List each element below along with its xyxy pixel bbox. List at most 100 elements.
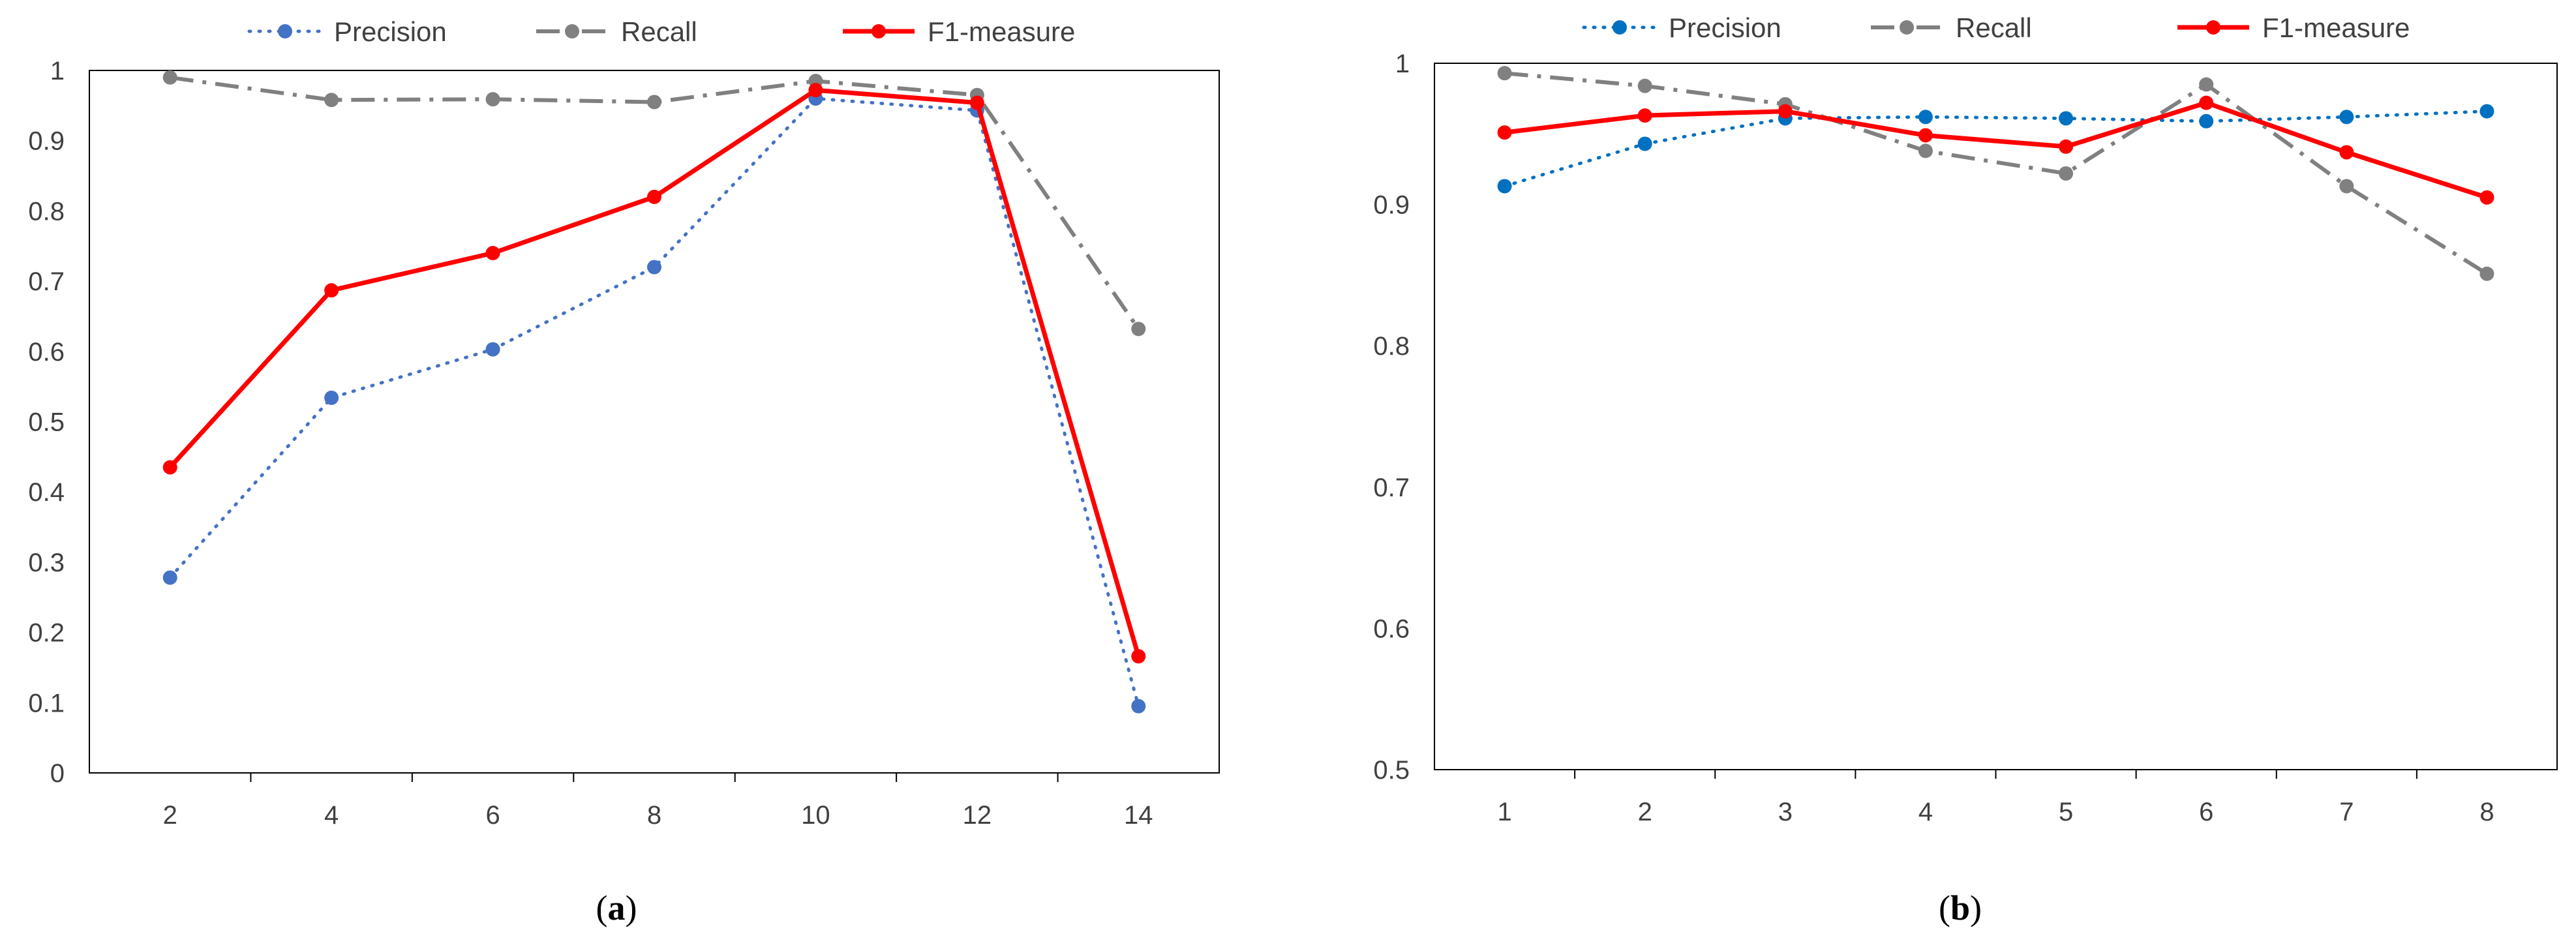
series-line-f1-measure [1504, 100, 2488, 200]
data-point-f1-measure [324, 283, 339, 298]
chart-panel-b: 1 2 3 4 5 6 7 8 0.5 0.6 0.7 0.8 0.9 1 Precision Recall F… [1373, 12, 2558, 927]
data-point-precision [2339, 110, 2354, 125]
y-tick-label: 0.9 [1373, 191, 1410, 220]
y-tick-label: 0.8 [28, 197, 65, 226]
x-tick-label: 12 [963, 801, 992, 830]
caption-close: ) [626, 888, 637, 927]
y-tick-label: 0.9 [28, 127, 65, 156]
data-point-precision [647, 260, 661, 275]
y-tick-label: 0.3 [28, 549, 65, 577]
x-tick-label: 4 [324, 801, 339, 830]
series-line-precision [1503, 110, 2489, 188]
y-tick-label: 1 [50, 57, 65, 85]
data-point-f1-measure [2479, 190, 2494, 205]
plot-frame [1434, 63, 2558, 770]
legend-label: F1-measure [928, 16, 1075, 47]
data-point-f1-measure [2059, 139, 2074, 154]
x-tick-label: 1 [1497, 798, 1511, 826]
data-point-precision [1131, 699, 1146, 714]
chart-panel-a: 2 4 6 8 10 12 14 0 0.1 0.2 0.3 0.4 0.5 0.6 0.7 0.8 0.9 1 P… [28, 16, 1220, 927]
data-point-recall [1918, 143, 1933, 158]
legend-key-marker [2206, 20, 2220, 35]
y-tick-label: 0.7 [28, 267, 65, 296]
data-point-precision [1637, 136, 1652, 151]
series-line-recall [1504, 71, 2488, 276]
data-point-precision [2059, 111, 2074, 126]
plot-frame [89, 70, 1220, 774]
y-tick-label: 0.2 [28, 619, 65, 648]
x-tick-label: 10 [801, 801, 830, 830]
data-point-f1-measure [2339, 145, 2354, 160]
x-tick-label: 14 [1124, 801, 1153, 830]
data-point-recall [2479, 266, 2494, 281]
data-point-f1-measure [647, 189, 661, 204]
data-point-recall [485, 92, 500, 107]
panel-caption: (a) [596, 888, 637, 927]
caption-label: b [1950, 888, 1970, 927]
x-tick-label: 2 [163, 801, 177, 830]
y-tick-label: 0.7 [1373, 474, 1410, 502]
data-point-recall [1497, 66, 1512, 81]
data-point-recall [324, 93, 339, 108]
y-tick-label: 0 [50, 759, 65, 788]
x-tick-label: 8 [2479, 798, 2494, 826]
y-tick-label: 0.5 [1373, 756, 1410, 785]
y-tick-label: 0.5 [28, 408, 65, 437]
y-tick-label: 0.1 [28, 689, 65, 717]
data-point-f1-measure [485, 246, 500, 261]
data-point-recall [2059, 166, 2074, 181]
x-tick-label: 6 [485, 801, 500, 830]
caption-close: ) [1970, 888, 1982, 927]
data-point-f1-measure [1918, 128, 1933, 143]
data-point-precision [1497, 179, 1512, 194]
legend-key-marker [1900, 20, 1914, 35]
data-point-f1-measure [1778, 104, 1793, 119]
data-point-f1-measure [2199, 95, 2214, 110]
data-point-precision [324, 390, 339, 405]
y-tick-label: 0.8 [1373, 332, 1410, 361]
data-point-f1-measure [1637, 108, 1652, 123]
caption-open: ( [1939, 888, 1950, 927]
legend-key-marker [565, 24, 579, 38]
y-tick-label: 0.6 [1373, 614, 1410, 643]
caption-open: ( [596, 888, 608, 927]
data-point-precision [162, 570, 177, 585]
panel-caption: (b) [1939, 888, 1982, 927]
legend-key-marker [1613, 20, 1627, 35]
data-point-f1-measure [1131, 649, 1146, 664]
data-point-f1-measure [1497, 125, 1512, 140]
x-tick-label: 6 [2199, 798, 2213, 826]
y-tick-label: 0.6 [28, 338, 65, 367]
data-point-recall [647, 95, 661, 110]
y-tick-label: 1 [1395, 50, 1410, 78]
data-point-recall [1637, 78, 1652, 93]
x-tick-label: 3 [1778, 798, 1793, 826]
legend-label: Precision [1669, 12, 1781, 43]
legend-key-marker [871, 24, 886, 38]
data-point-recall [2199, 77, 2214, 92]
x-tick-label: 5 [2059, 798, 2073, 826]
data-point-precision [2479, 104, 2494, 119]
x-tick-label: 8 [647, 801, 661, 830]
legend-label: Precision [334, 16, 447, 47]
data-point-f1-measure [969, 95, 984, 110]
series-line-f1-measure [168, 87, 1141, 657]
x-tick-label: 2 [1638, 798, 1652, 826]
data-point-f1-measure [162, 460, 177, 475]
data-point-precision [1918, 110, 1933, 125]
x-tick-label: 7 [2339, 798, 2354, 826]
legend-label: Recall [621, 16, 697, 47]
y-tick-label: 0.4 [28, 478, 65, 507]
legend-key-marker [278, 24, 292, 38]
legend-label: F1-measure [2262, 12, 2410, 43]
data-point-recall [162, 70, 177, 85]
data-point-f1-measure [808, 83, 823, 98]
legend-label: Recall [1956, 12, 2032, 43]
data-point-recall [1131, 322, 1146, 337]
data-point-recall [2339, 179, 2354, 194]
data-point-precision [485, 342, 500, 357]
x-tick-label: 4 [1918, 798, 1933, 826]
caption-label: a [608, 888, 626, 927]
data-point-precision [2199, 113, 2214, 128]
